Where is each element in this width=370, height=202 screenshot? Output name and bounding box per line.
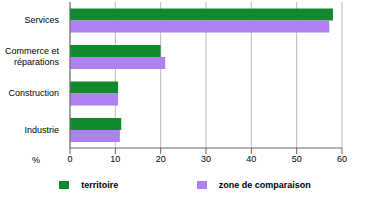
svg-text:60: 60 xyxy=(337,154,347,164)
svg-text:Industrie: Industrie xyxy=(24,125,59,135)
html-text:territoire: territoire xyxy=(81,180,119,190)
svg-text:Construction: Construction xyxy=(8,88,59,98)
svg-text:Commerce et: Commerce et xyxy=(8,46,59,56)
svg-text:40: 40 xyxy=(246,154,256,164)
svg-text:50: 50 xyxy=(292,154,302,164)
svg-text:10: 10 xyxy=(110,154,120,164)
svg-text:%: % xyxy=(32,155,40,165)
svg-text:20: 20 xyxy=(156,154,166,164)
svg-text:réparations: réparations xyxy=(14,57,60,67)
svg-text:0: 0 xyxy=(67,154,72,164)
svg-text:30: 30 xyxy=(201,154,211,164)
svg-text:Services: Services xyxy=(24,15,59,25)
html-text:zone de comparaison: zone de comparaison xyxy=(218,180,311,190)
